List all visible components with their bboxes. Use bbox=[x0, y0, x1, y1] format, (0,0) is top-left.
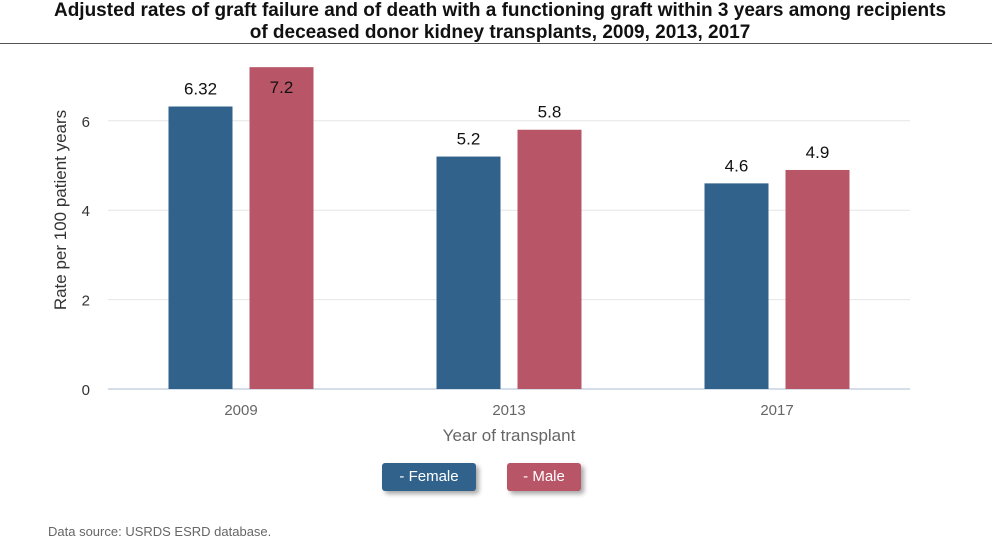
y-tick-label: 0 bbox=[82, 382, 90, 399]
data-label: 4.9 bbox=[806, 143, 830, 162]
chart-title-line-1: Adjusted rates of graft failure and of d… bbox=[53, 0, 947, 21]
chart-title: Adjusted rates of graft failure and of d… bbox=[0, 0, 1000, 44]
bars: 6.32 7.2 5.2 5.8 4.6 4.9 bbox=[168, 67, 850, 390]
gridlines bbox=[108, 120, 910, 390]
y-axis-label: Rate per 100 patient years bbox=[51, 110, 70, 310]
bar-male-2013[interactable] bbox=[517, 129, 582, 390]
bar-female-2017[interactable] bbox=[704, 183, 769, 389]
y-tick-label: 4 bbox=[82, 203, 90, 220]
legend-male-label: - Male bbox=[523, 468, 565, 485]
legend-male[interactable]: - Male bbox=[507, 463, 581, 491]
bar-male-2009[interactable] bbox=[249, 67, 314, 389]
data-label: 4.6 bbox=[725, 156, 749, 175]
legend-female[interactable]: - Female bbox=[382, 463, 476, 491]
data-label: 6.32 bbox=[184, 79, 217, 98]
data-label: 5.8 bbox=[538, 103, 562, 122]
x-axis-label: Year of transplant bbox=[443, 426, 576, 445]
x-tick-label: 2009 bbox=[224, 402, 257, 419]
data-label: 7.2 bbox=[270, 78, 294, 97]
bar-male-2017[interactable] bbox=[785, 169, 850, 389]
title-divider bbox=[0, 43, 992, 44]
y-tick-label: 6 bbox=[82, 114, 90, 131]
x-tick-label: 2013 bbox=[492, 402, 525, 419]
legend-female-label: - Female bbox=[399, 468, 459, 485]
data-source-note: Data source: USRDS ESRD database. bbox=[48, 524, 272, 539]
bar-female-2013[interactable] bbox=[436, 156, 501, 389]
data-label: 5.2 bbox=[457, 130, 481, 149]
bar-female-2009[interactable] bbox=[168, 106, 233, 389]
chart-title-line-2: of deceased donor kidney transplants, 20… bbox=[249, 22, 751, 43]
y-axis-ticks: 0 2 4 6 bbox=[82, 114, 90, 399]
x-axis-ticks: 2009 2013 2017 bbox=[224, 402, 793, 419]
y-tick-label: 2 bbox=[82, 293, 90, 310]
x-tick-label: 2017 bbox=[760, 402, 793, 419]
